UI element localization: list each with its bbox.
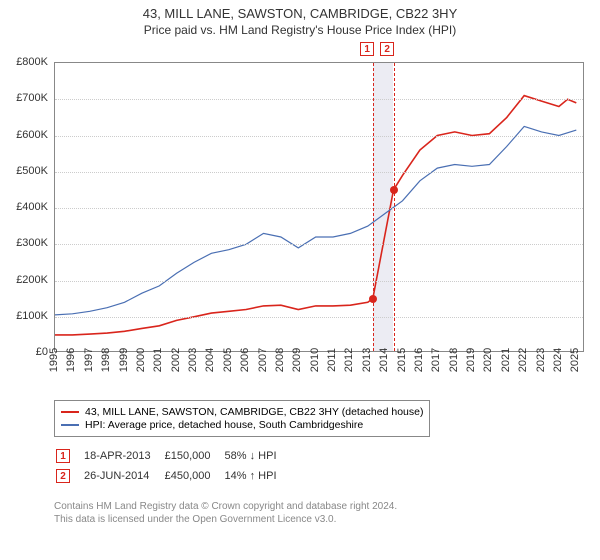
x-tick-label: 1998 <box>100 348 112 372</box>
x-tick-label: 2017 <box>430 348 442 372</box>
x-tick-label: 2023 <box>535 348 547 372</box>
y-tick-label: £300K <box>0 237 48 249</box>
x-tick-label: 2002 <box>170 348 182 372</box>
x-tick-label: 2005 <box>222 348 234 372</box>
series-line-hpi <box>55 126 576 315</box>
event-marker: 2 <box>380 42 394 56</box>
legend-row: 43, MILL LANE, SAWSTON, CAMBRIDGE, CB22 … <box>61 406 423 418</box>
x-tick-label: 2006 <box>239 348 251 372</box>
x-tick-label: 1995 <box>48 348 60 372</box>
event-date: 18-APR-2013 <box>84 447 163 465</box>
legend-row: HPI: Average price, detached house, Sout… <box>61 419 423 431</box>
chart-container: 43, MILL LANE, SAWSTON, CAMBRIDGE, CB22 … <box>0 0 600 560</box>
x-tick-label: 2003 <box>187 348 199 372</box>
x-tick-label: 1999 <box>118 348 130 372</box>
legend-swatch <box>61 424 79 426</box>
y-tick-label: £200K <box>0 274 48 286</box>
x-tick-label: 2012 <box>343 348 355 372</box>
x-tick-label: 2004 <box>204 348 216 372</box>
event-marker: 1 <box>56 449 70 463</box>
y-tick-label: £0 <box>0 346 48 358</box>
x-tick-label: 2016 <box>413 348 425 372</box>
event-delta: 14% ↑ HPI <box>225 467 289 485</box>
plot-area <box>54 62 584 352</box>
y-tick-label: £700K <box>0 92 48 104</box>
y-tick-label: £500K <box>0 165 48 177</box>
event-vline <box>373 63 374 351</box>
event-price: £450,000 <box>165 467 223 485</box>
x-tick-label: 2022 <box>517 348 529 372</box>
attribution: Contains HM Land Registry data © Crown c… <box>54 500 397 526</box>
legend-box: 43, MILL LANE, SAWSTON, CAMBRIDGE, CB22 … <box>54 400 430 437</box>
attribution-line1: Contains HM Land Registry data © Crown c… <box>54 500 397 513</box>
y-tick-label: £100K <box>0 310 48 322</box>
event-marker: 1 <box>360 42 374 56</box>
series-line-price_paid <box>55 96 576 335</box>
chart-subtitle: Price paid vs. HM Land Registry's House … <box>0 23 600 37</box>
events-table-row: 1 18-APR-2013£150,00058% ↓ HPI <box>56 447 289 465</box>
event-vline <box>394 63 395 351</box>
event-marker: 2 <box>56 469 70 483</box>
legend-label: HPI: Average price, detached house, Sout… <box>85 419 363 431</box>
attribution-line2: This data is licensed under the Open Gov… <box>54 513 397 526</box>
event-delta: 58% ↓ HPI <box>225 447 289 465</box>
x-tick-label: 2001 <box>152 348 164 372</box>
x-tick-label: 2020 <box>482 348 494 372</box>
x-tick-label: 2000 <box>135 348 147 372</box>
x-tick-label: 2010 <box>309 348 321 372</box>
x-tick-label: 1997 <box>83 348 95 372</box>
x-tick-label: 2014 <box>378 348 390 372</box>
event-dot <box>390 186 398 194</box>
x-tick-label: 2025 <box>569 348 581 372</box>
events-table-row: 2 26-JUN-2014£450,00014% ↑ HPI <box>56 467 289 485</box>
legend-label: 43, MILL LANE, SAWSTON, CAMBRIDGE, CB22 … <box>85 406 423 418</box>
event-price: £150,000 <box>165 447 223 465</box>
x-tick-label: 2008 <box>274 348 286 372</box>
chart-title: 43, MILL LANE, SAWSTON, CAMBRIDGE, CB22 … <box>0 6 600 21</box>
y-tick-label: £400K <box>0 201 48 213</box>
chart-title-block: 43, MILL LANE, SAWSTON, CAMBRIDGE, CB22 … <box>0 0 600 37</box>
x-tick-label: 2015 <box>396 348 408 372</box>
x-tick-label: 2011 <box>326 348 338 372</box>
event-date: 26-JUN-2014 <box>84 467 163 485</box>
event-dot <box>369 295 377 303</box>
legend-swatch <box>61 411 79 413</box>
x-tick-label: 2013 <box>361 348 373 372</box>
x-tick-label: 1996 <box>65 348 77 372</box>
y-tick-label: £800K <box>0 56 48 68</box>
x-tick-label: 2018 <box>448 348 460 372</box>
x-tick-label: 2007 <box>257 348 269 372</box>
x-tick-label: 2009 <box>291 348 303 372</box>
events-table: 1 18-APR-2013£150,00058% ↓ HPI 2 26-JUN-201… <box>54 445 291 487</box>
x-tick-label: 2024 <box>552 348 564 372</box>
x-tick-label: 2019 <box>465 348 477 372</box>
y-tick-label: £600K <box>0 129 48 141</box>
x-tick-label: 2021 <box>500 348 512 372</box>
event-markers-top: 12 <box>360 42 394 56</box>
